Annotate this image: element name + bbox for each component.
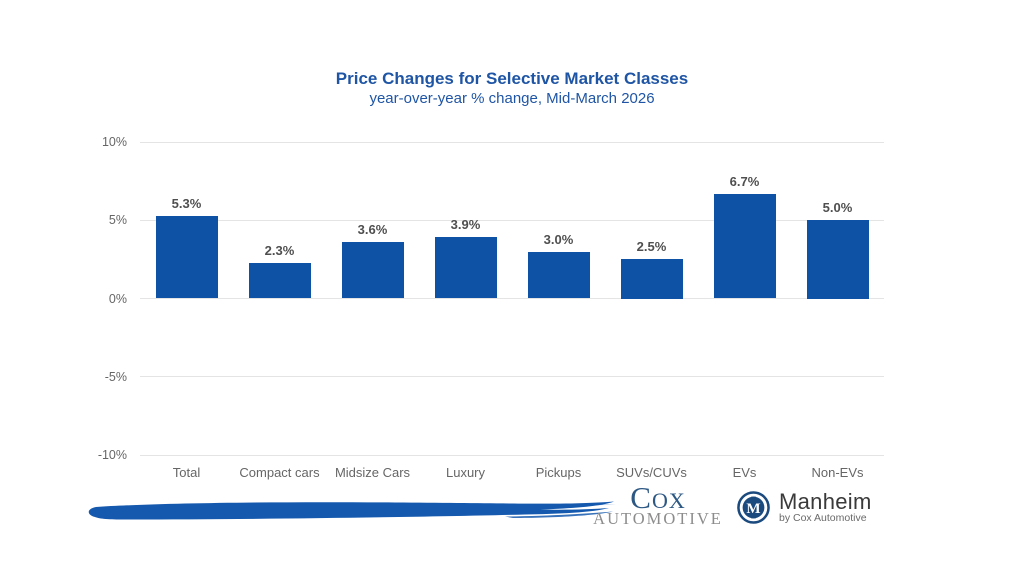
cox-automotive-logo: Cox AUTOMOTIVE <box>588 480 728 528</box>
x-axis-label-suvs-cuvs: SUVs/CUVs <box>616 465 687 480</box>
bar-luxury <box>434 237 497 299</box>
y-axis-tick-label: -5% <box>104 369 127 384</box>
y-axis-tick-label: 10% <box>101 135 127 149</box>
x-axis-label-pickups: Pickups <box>535 465 582 480</box>
gridline <box>140 219 884 221</box>
svg-text:M: M <box>746 501 760 517</box>
bar-value-label-total: 5.3% <box>171 195 202 211</box>
bar-value-label-compact-cars: 2.3% <box>264 242 295 258</box>
x-axis-label-compact-cars: Compact cars <box>239 465 320 480</box>
bar-value-label-non-evs: 5.0% <box>822 200 853 216</box>
manheim-logo: M Manheim by Cox Automotive <box>737 491 872 524</box>
y-axis-tick-label: 0% <box>108 291 127 306</box>
manheim-m-badge-icon: M <box>737 491 770 524</box>
manheim-wordmark: Manheim <box>779 489 872 514</box>
y-axis-tick-label: -10% <box>97 448 127 462</box>
bar-non-evs <box>806 220 869 299</box>
chart-header: Price Changes for Selective Market Class… <box>0 68 1024 108</box>
x-axis-label-luxury: Luxury <box>445 465 486 480</box>
bar-total <box>155 215 218 299</box>
bar-compact-cars <box>248 262 311 299</box>
cox-logo-automotive-text: AUTOMOTIVE <box>593 509 723 528</box>
manheim-text-block: Manheim by Cox Automotive <box>779 489 872 525</box>
brush-stroke-graphic <box>88 501 616 520</box>
gridline <box>140 298 884 299</box>
x-axis-label-total: Total <box>172 465 201 480</box>
y-axis-tick-label: 5% <box>108 213 127 228</box>
x-axis-label-non-evs: Non-EVs <box>811 465 864 480</box>
chart-title: Price Changes for Selective Market Class… <box>335 69 689 88</box>
bar-value-label-suvs-cuvs: 2.5% <box>636 239 667 255</box>
bar-value-label-pickups: 3.0% <box>543 231 574 247</box>
bar-pickups <box>527 251 590 299</box>
bar-value-label-midsize-cars: 3.6% <box>357 222 388 238</box>
gridline <box>140 376 884 378</box>
chart-subtitle: year-over-year % change, Mid-March 2026 <box>369 90 655 107</box>
bar-suvs-cuvs <box>620 259 683 299</box>
bar-midsize-cars <box>341 242 404 299</box>
gridline <box>140 454 884 456</box>
bar-evs <box>713 193 776 299</box>
gridline <box>140 141 884 143</box>
cox-logo-wordmark: Cox <box>630 480 686 515</box>
bar-value-label-luxury: 3.9% <box>450 217 481 233</box>
x-axis-label-evs: EVs <box>732 465 757 480</box>
bar-value-label-evs: 6.7% <box>729 173 760 189</box>
manheim-byline: by Cox Automotive <box>779 512 867 524</box>
x-axis-label-midsize-cars: Midsize Cars <box>334 465 411 480</box>
